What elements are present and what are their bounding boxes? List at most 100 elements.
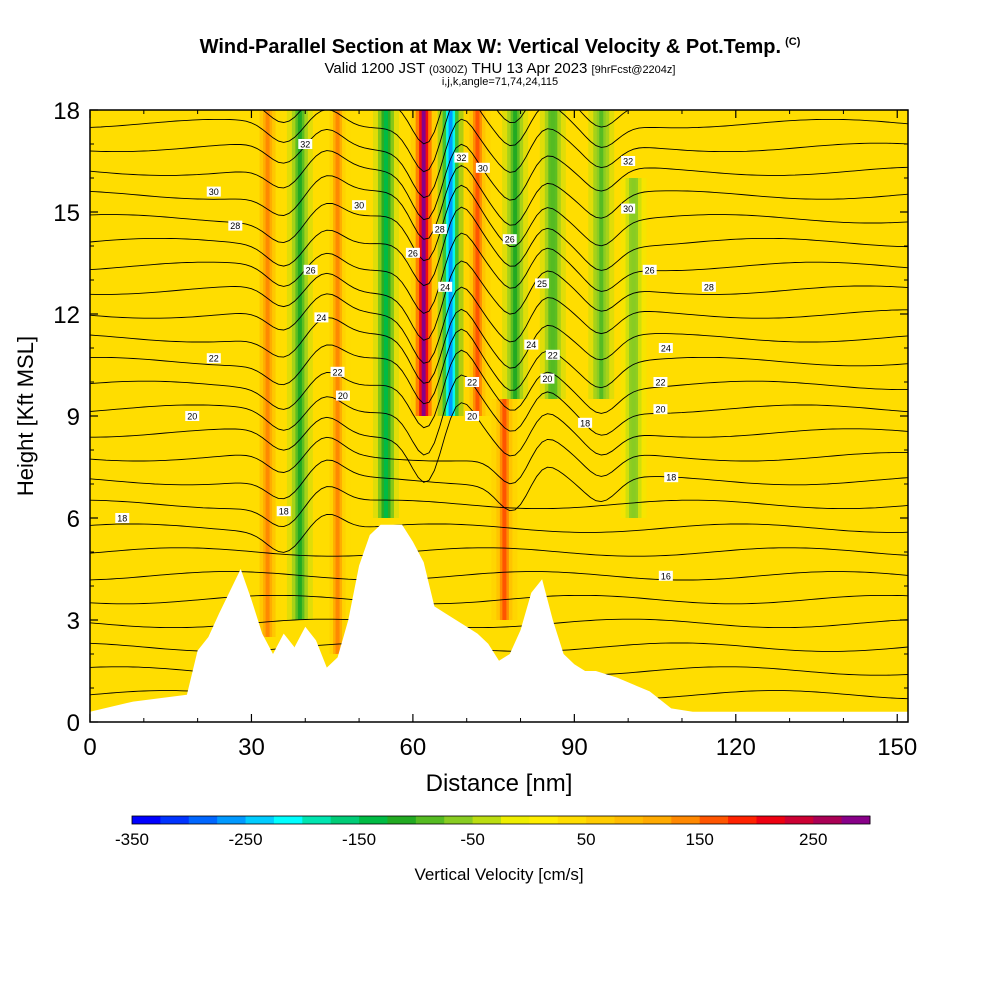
velocity-core-9-band-3 [550,110,555,399]
valid-zulu: (0300Z) [429,64,468,76]
y-tick-label-3: 9 [67,404,80,431]
vertical-velocity-field [254,110,647,654]
contour-label-bg-7 [330,366,345,377]
colorbar-swatch-6 [302,816,332,824]
isentrope-14 [90,328,908,405]
isentrope-10 [90,436,908,485]
contour-label-29: 24 [661,344,671,354]
colorbar-tick-label-5: 150 [686,830,714,849]
isentrope-7 [90,513,908,553]
contour-label-bg-8 [335,390,350,401]
x-tick-label-3: 90 [561,734,588,761]
contour-label-bg-3 [228,220,243,231]
axes: 0 30 60 90 120 150 0 3 6 9 12 15 18 [53,98,917,761]
contour-label-22: 22 [467,378,477,388]
contour-label-31: 20 [655,405,665,415]
contour-label-11: 18 [279,507,289,517]
contour-label-bg-12 [454,152,469,163]
y-tick-label-6: 18 [53,98,80,125]
contour-label-bg-0 [298,139,313,149]
isentrope-5 [90,571,908,581]
x-tick-label-5: 150 [877,734,917,761]
velocity-core-6-band-3 [475,110,480,416]
isentrope-16 [90,286,908,364]
y-tick-label-5: 15 [53,200,80,227]
terrain-mask [90,524,908,722]
isentrope-24 [90,110,908,173]
isentrope-15 [90,308,908,384]
contour-label-bg-32 [664,472,679,483]
y-tick-label-0: 0 [67,710,80,737]
contour-label-5: 24 [316,313,326,323]
x-tick-label-1: 30 [238,734,265,761]
contour-label-bg-6 [206,353,221,364]
valid-date: THU 13 Apr 2023 [471,60,588,77]
colorbar-swatch-4 [245,816,275,824]
contour-label-17: 26 [505,235,515,245]
contour-label-24: 18 [580,418,590,428]
colorbar-swatch-16 [586,816,616,824]
colorbar-tick-label-4: 50 [577,830,596,849]
isentrope-23 [90,118,908,199]
contour-label-bg-13 [475,162,490,173]
terrain-profile [90,524,908,722]
contour-label-20: 22 [548,350,558,360]
contour-label-9: 20 [187,412,197,422]
copyright-mark: (C) [785,36,801,48]
contour-label-18: 25 [537,279,547,289]
isentrope-19 [90,206,908,287]
isentrope-21 [90,164,908,240]
forecast-info: [9hrFcst@2204z] [591,64,676,76]
isentrope-6 [90,547,908,557]
velocity-core-0-band-3 [265,110,270,637]
valid-prefix: Valid 1200 JST [324,60,425,77]
colorbar-swatch-13 [501,816,530,824]
velocity-core-1-band-3 [297,110,302,620]
contour-label-15: 26 [408,248,418,258]
y-tick-label-2: 6 [67,506,80,533]
contour-label-30: 22 [655,378,665,388]
contour-label-26: 30 [623,204,633,214]
colorbar-swatch-10 [415,816,445,824]
contour-label-bg-11 [276,506,291,517]
chart-title: Wind-Parallel Section at Max W: Vertical… [0,36,1000,59]
isentrope-18 [90,232,908,314]
contour-label-13: 30 [478,163,488,173]
velocity-core-7-band-3 [502,399,507,620]
contour-label-bg-25 [621,156,636,166]
contour-label-bg-23 [465,411,480,421]
colorbar-swatch-1 [160,816,190,824]
colorbar-swatch-18 [642,816,672,824]
contour-label-19: 24 [526,340,536,350]
y-tick-label-4: 12 [53,302,80,329]
colorbar-swatch-3 [217,816,247,824]
colorbar-swatch-14 [529,816,559,824]
contour-label-4: 26 [306,265,316,275]
contour-label-bg-1 [206,186,221,197]
colorbar-swatch-19 [671,816,701,824]
velocity-core-2-band-3 [335,110,340,654]
contour-label-21: 20 [542,374,552,384]
chart-indices: i,j,k,angle=71,74,24,115 [441,76,559,88]
x-axis-label: Distance [nm] [426,770,573,797]
contour-label-6: 22 [209,354,219,364]
contour-label-bg-21 [540,373,555,384]
colorbar-tick-label-0: -350 [115,830,149,849]
contour-label-bg-18 [535,278,550,289]
x-tick-label-2: 60 [400,734,427,761]
velocity-core-10-band-3 [599,110,604,399]
contour-label-bg-10 [115,513,130,523]
contour-labels: 32 30 30 28 26 24 22 22 20 20 18 18 32 30 28 26 24 26 25 24… [115,139,716,581]
contour-label-bg-14 [432,224,447,234]
x-tick-label-0: 0 [83,734,96,761]
contour-label-25: 32 [623,157,633,167]
x-tick-label-4: 120 [716,734,756,761]
colorbar-swatch-23 [784,816,814,824]
colorbar-tick-label-3: -50 [460,830,485,849]
colorbar-swatch-11 [444,816,474,824]
velocity-core-8-band-3 [513,110,518,399]
contour-label-27: 26 [645,265,655,275]
contour-label-1: 30 [209,187,219,197]
isentrope-9 [90,459,908,512]
